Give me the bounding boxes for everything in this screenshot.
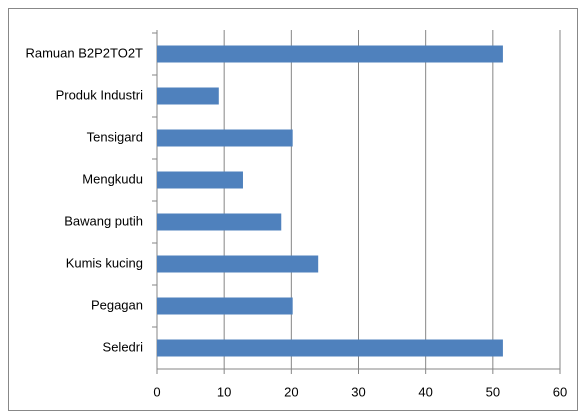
bar xyxy=(157,339,503,357)
y-tick-label: Tensigard xyxy=(87,129,143,144)
y-tick-label: Kumis kucing xyxy=(66,255,143,270)
bar xyxy=(157,87,219,105)
bar xyxy=(157,297,293,315)
x-tick-label: 10 xyxy=(217,384,231,399)
y-tick-label: Pegagan xyxy=(91,297,143,312)
bar xyxy=(157,213,282,231)
y-tick-label: Seledri xyxy=(103,339,144,354)
bar xyxy=(157,129,293,147)
y-tick-label: Mengkudu xyxy=(82,171,143,186)
bar xyxy=(157,255,319,273)
y-tick-label: Produk Industri xyxy=(56,87,144,102)
x-tick-label: 40 xyxy=(418,384,432,399)
x-tick-label: 20 xyxy=(284,384,298,399)
x-tick-label: 60 xyxy=(553,384,567,399)
bar xyxy=(157,171,243,189)
y-tick-label: Bawang putih xyxy=(64,213,143,228)
x-tick-label: 50 xyxy=(486,384,500,399)
x-tick-label: 30 xyxy=(351,384,365,399)
bar xyxy=(157,45,503,63)
x-tick-label: 0 xyxy=(153,384,160,399)
y-tick-label: Ramuan B2P2TO2T xyxy=(25,45,143,60)
